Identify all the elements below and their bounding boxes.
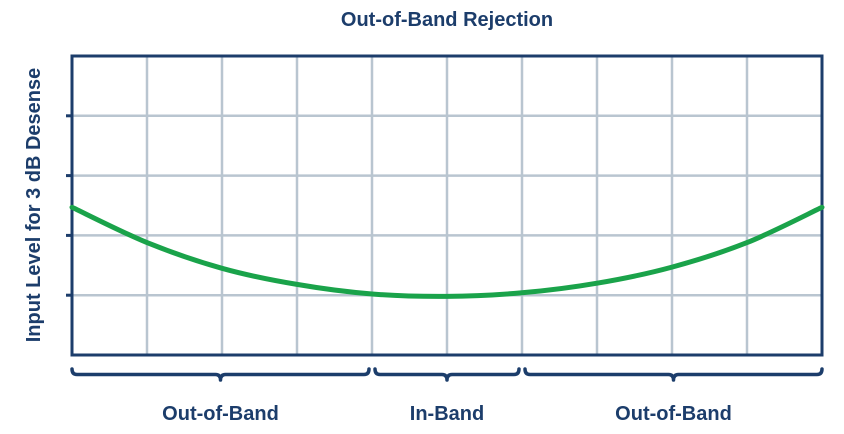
y-axis-label: Input Level for 3 dB Desense (23, 68, 45, 343)
band-annotations: Out-of-Band In-Band Out-of-Band (70, 367, 824, 425)
band-label: In-Band (410, 403, 484, 425)
band-label: Out-of-Band (162, 403, 279, 425)
band-brace (523, 367, 824, 382)
grid-lines (72, 56, 822, 355)
band-brace (70, 367, 371, 382)
axis-ticks (66, 114, 72, 297)
band-brace (373, 367, 521, 382)
desense-curve (69, 204, 825, 299)
chart-title: Out-of-Band Rejection (341, 9, 553, 31)
band-label: Out-of-Band (615, 403, 732, 425)
